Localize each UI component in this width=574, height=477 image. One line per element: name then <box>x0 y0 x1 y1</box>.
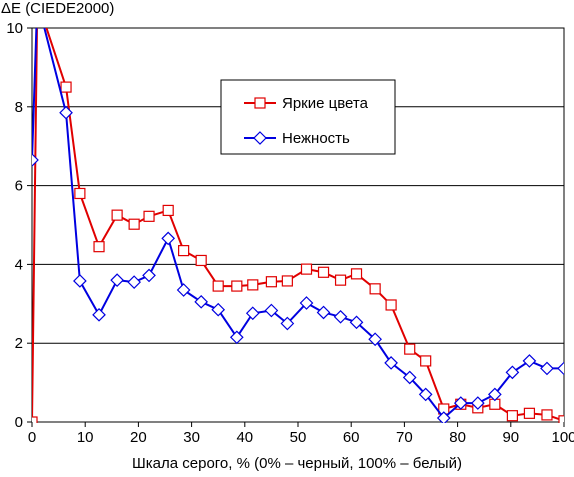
data-point-2-9 <box>161 231 176 246</box>
x-axis-label: Шкала серого, % (0% – черный, 100% – бел… <box>132 455 462 472</box>
series-1 <box>32 28 564 423</box>
legend-label-2: Нежность <box>282 130 350 147</box>
x-tick-label-100: 100 <box>551 429 574 446</box>
data-point-1-12 <box>212 280 224 292</box>
data-point-1-11 <box>195 254 207 267</box>
data-point-1-20 <box>350 268 363 280</box>
x-tick-label-30: 30 <box>183 429 200 446</box>
data-point-2-27 <box>470 396 485 410</box>
data-point-1-24 <box>420 355 432 367</box>
data-point-1-9 <box>162 204 174 217</box>
data-point-2-28 <box>487 387 502 402</box>
data-point-2-14 <box>245 306 260 321</box>
series-2 <box>32 28 564 423</box>
data-point-2-24 <box>418 387 433 402</box>
data-point-2-18 <box>316 305 331 320</box>
data-point-1-22 <box>385 299 397 311</box>
x-tick-label-80: 80 <box>449 429 466 446</box>
series-layer <box>32 28 564 423</box>
data-point-1-16 <box>281 275 293 287</box>
data-point-2-4 <box>73 274 87 288</box>
data-point-2-17 <box>299 296 314 310</box>
legend: Яркие цвета Нежность <box>220 79 396 155</box>
x-tick-label-10: 10 <box>77 429 94 446</box>
data-point-2-7 <box>127 275 141 289</box>
x-tick-label-20: 20 <box>130 429 147 446</box>
data-point-2-16 <box>280 316 295 331</box>
data-point-2-22 <box>384 356 398 370</box>
x-tick-label-60: 60 <box>343 429 360 446</box>
x-tick-label-50: 50 <box>290 429 307 446</box>
x-axis-ticks: 0 10 20 30 40 50 60 70 80 90 100 <box>28 422 574 446</box>
y-axis-label: ΔE (CIEDE2000) <box>1 0 114 17</box>
x-tick-label-0: 0 <box>28 429 36 446</box>
data-point-1-7 <box>128 218 140 230</box>
data-point-1-13 <box>231 280 243 292</box>
data-point-2-10 <box>176 283 191 297</box>
y-tick-label-8: 8 <box>15 99 23 116</box>
data-point-2-8 <box>142 268 156 283</box>
data-point-2-32 <box>557 361 564 376</box>
data-point-2-20 <box>349 315 364 330</box>
data-point-2-11 <box>194 294 209 309</box>
data-point-1-6 <box>111 209 123 221</box>
data-point-1-29 <box>506 410 518 422</box>
data-point-2-25 <box>436 411 451 423</box>
data-point-2-5 <box>92 307 106 322</box>
data-point-2-29 <box>505 365 520 380</box>
data-point-2-6 <box>110 273 124 288</box>
legend-marker-2 <box>253 131 267 145</box>
data-point-1-14 <box>247 279 259 291</box>
legend-box <box>220 79 396 155</box>
data-point-2-13 <box>229 330 244 345</box>
data-point-1-15 <box>265 276 277 288</box>
data-point-1-30 <box>523 407 536 419</box>
data-point-1-5 <box>93 241 105 253</box>
data-point-1-23 <box>404 343 416 355</box>
data-point-2-3 <box>59 105 73 120</box>
y-axis-ticks: 0 2 4 6 8 10 <box>6 20 32 431</box>
y-tick-label-2: 2 <box>15 335 23 352</box>
y-tick-label-10: 10 <box>6 20 23 37</box>
data-point-1-3 <box>60 81 72 93</box>
data-point-2-23 <box>402 370 417 385</box>
data-point-1-19 <box>334 274 347 286</box>
data-point-1-32 <box>558 415 564 423</box>
x-tick-label-40: 40 <box>236 429 253 446</box>
data-point-2-31 <box>540 361 554 376</box>
data-point-2-1 <box>32 153 39 167</box>
data-point-2-26 <box>453 396 468 410</box>
legend-label-1: Яркие цвета <box>282 95 369 112</box>
legend-entry-2: Нежность <box>244 130 350 147</box>
data-point-1-8 <box>143 210 155 222</box>
data-point-1-17 <box>300 263 313 275</box>
y-tick-label-0: 0 <box>15 414 23 431</box>
y-tick-label-4: 4 <box>15 256 23 273</box>
data-point-1-10 <box>178 245 190 257</box>
series-line-2 <box>32 28 564 420</box>
data-point-2-12 <box>211 302 226 317</box>
data-point-1-21 <box>369 283 381 295</box>
data-point-1-4 <box>74 187 86 200</box>
data-point-1-31 <box>541 409 553 421</box>
y-tick-label-6: 6 <box>15 178 23 195</box>
x-tick-label-90: 90 <box>502 429 519 446</box>
x-tick-label-70: 70 <box>396 429 413 446</box>
data-point-2-21 <box>368 332 382 347</box>
data-point-2-19 <box>333 309 348 324</box>
legend-marker-1 <box>254 97 266 109</box>
data-point-2-30 <box>522 354 537 368</box>
data-point-1-18 <box>317 266 330 278</box>
data-point-2-15 <box>264 303 279 318</box>
data-point-1-1 <box>32 416 38 423</box>
legend-entry-1: Яркие цвета <box>244 95 369 112</box>
